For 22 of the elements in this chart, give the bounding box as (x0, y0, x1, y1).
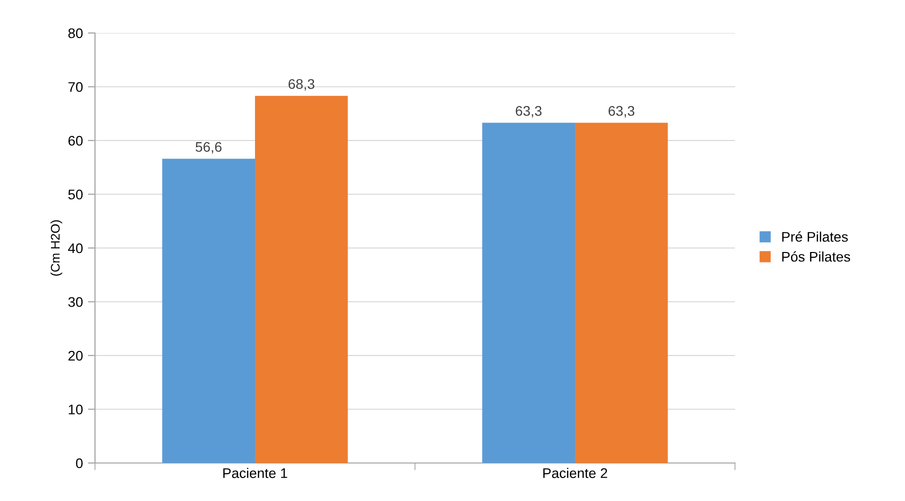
y-tick-label: 10 (68, 404, 83, 414)
legend-label: Pós Pilates (782, 251, 850, 262)
y-tick-label: 20 (68, 350, 83, 361)
y-tick-label: 0 (76, 458, 83, 468)
y-tick-label: 60 (68, 136, 83, 146)
bar (162, 158, 255, 463)
y-tick-label: 40 (68, 243, 83, 254)
data-label: 63,3 (608, 106, 634, 118)
bar (482, 122, 575, 463)
y-tick-label: 80 (68, 28, 83, 38)
data-label: 63,3 (516, 106, 542, 118)
x-tick-label: Paciente 1 (223, 468, 288, 478)
data-label: 68,3 (288, 79, 314, 91)
bar (255, 96, 348, 463)
bar (575, 122, 668, 463)
legend-label: Pré Pilates (782, 231, 848, 242)
x-tick-label: Paciente 2 (543, 468, 608, 478)
data-label: 56,6 (196, 142, 222, 154)
y-tick-label: 50 (68, 190, 83, 200)
y-tick-label: 30 (68, 297, 83, 307)
y-axis-title: (Cm H2O) (50, 220, 62, 276)
y-tick-label: 70 (68, 82, 83, 92)
